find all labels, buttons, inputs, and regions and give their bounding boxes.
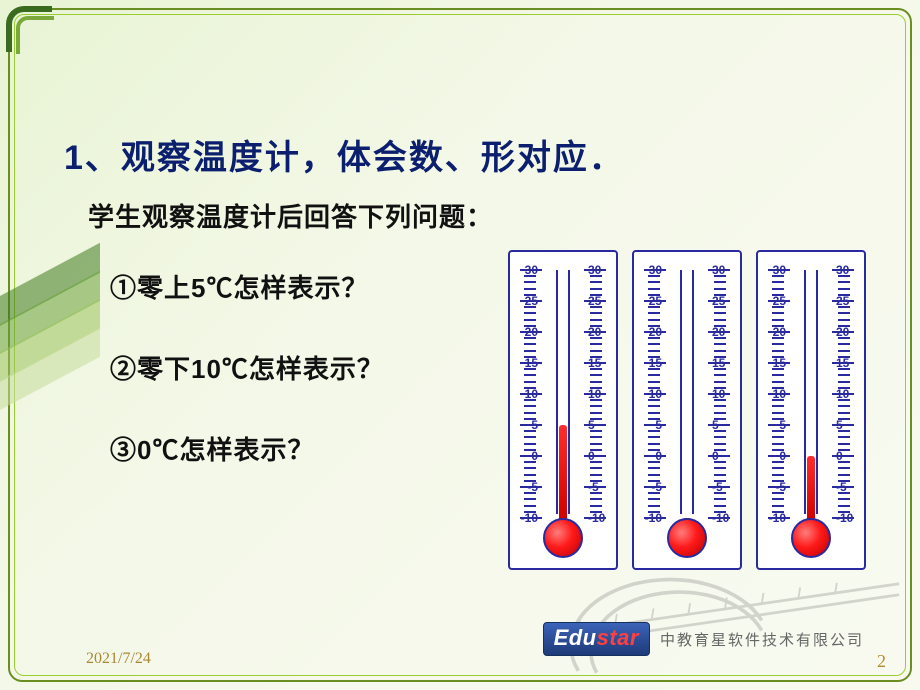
scale-label: -10 (588, 511, 605, 525)
scale-label: 30 (836, 263, 849, 277)
scale-label: 20 (836, 325, 849, 339)
scale-label: 30 (588, 263, 601, 277)
footer-logo-block: Edustar 中教育星软件技术有限公司 (543, 622, 864, 656)
thermometer: -10 -10 -5 -5 0 0 5 5 10 10 15 15 20 20 25 25 30 30 (632, 250, 742, 570)
scale-label: 25 (588, 294, 601, 308)
scale-label: 25 (773, 294, 786, 308)
scale-label: 5 (836, 418, 843, 432)
scale-label: 0 (655, 449, 662, 463)
scale-label: 25 (836, 294, 849, 308)
scale-label: 30 (773, 263, 786, 277)
thermometer-bulb (791, 518, 831, 558)
scale-label: 20 (712, 325, 725, 339)
scale-label: 5 (712, 418, 719, 432)
scale-label: 30 (649, 263, 662, 277)
scale-label: 5 (531, 418, 538, 432)
scale-label: 15 (712, 356, 725, 370)
scale-label: 20 (649, 325, 662, 339)
scale-label: 15 (649, 356, 662, 370)
scale-label: 20 (773, 325, 786, 339)
company-name: 中教育星软件技术有限公司 (660, 629, 864, 650)
scale-label: -5 (775, 480, 786, 494)
scale-label: -5 (836, 480, 847, 494)
scale-label: 5 (588, 418, 595, 432)
thermometer: -10 -10 -5 -5 0 0 5 5 10 10 15 15 20 20 25 25 30 30 (508, 250, 618, 570)
scale-label: 5 (655, 418, 662, 432)
scale-label: 0 (712, 449, 719, 463)
thermometer: -10 -10 -5 -5 0 0 5 5 10 10 15 15 20 20 25 25 30 30 (756, 250, 866, 570)
corner-ornament (6, 6, 52, 52)
scale-label: 10 (588, 387, 601, 401)
scale-label: -5 (712, 480, 723, 494)
scale-label: 0 (779, 449, 786, 463)
scale-label: -10 (521, 511, 538, 525)
logo-text: Edustar (554, 625, 639, 650)
page-number: 2 (877, 651, 886, 672)
scale-label: 15 (836, 356, 849, 370)
scale-label: 10 (836, 387, 849, 401)
footer-date: 2021/7/24 (86, 650, 151, 668)
logo-accent: star (597, 625, 639, 650)
scale-label: 10 (773, 387, 786, 401)
scale-label: 30 (712, 263, 725, 277)
slide: 1、观察温度计，体会数、形对应． 学生观察温度计后回答下列问题： ①零上5℃怎样… (0, 0, 920, 690)
scale-label: -10 (645, 511, 662, 525)
thermometer-fluid (559, 425, 567, 520)
scale-label: 10 (649, 387, 662, 401)
scale-label: 20 (525, 325, 538, 339)
thermometer-bulb (667, 518, 707, 558)
scale-label: 0 (588, 449, 595, 463)
scale-label: 0 (531, 449, 538, 463)
scale-label: 0 (836, 449, 843, 463)
scale-label: -10 (712, 511, 729, 525)
thermometer-bulb (543, 518, 583, 558)
scale-label: 15 (773, 356, 786, 370)
scale-label: 15 (525, 356, 538, 370)
scale-label: 30 (525, 263, 538, 277)
scale-label: 25 (712, 294, 725, 308)
scale-label: 10 (525, 387, 538, 401)
thermometer-row: -10-10-5-5005510101515202025253030-10-10… (508, 250, 866, 570)
scale-label: 25 (525, 294, 538, 308)
scale-label: -5 (588, 480, 599, 494)
logo-main: Edu (554, 625, 597, 650)
scale-label: -10 (836, 511, 853, 525)
scale-label: 20 (588, 325, 601, 339)
scale-label: 10 (712, 387, 725, 401)
scale-label: -5 (527, 480, 538, 494)
scale-label: -10 (769, 511, 786, 525)
slide-subtitle: 学生观察温度计后回答下列问题： (88, 197, 880, 234)
slide-title: 1、观察温度计，体会数、形对应． (64, 130, 880, 179)
scale-label: 25 (649, 294, 662, 308)
logo-badge: Edustar (543, 622, 650, 656)
scale-label: 15 (588, 356, 601, 370)
scale-label: -5 (651, 480, 662, 494)
scale-label: 5 (779, 418, 786, 432)
thermometer-fluid (807, 456, 815, 520)
thermometer-tube (680, 270, 694, 514)
